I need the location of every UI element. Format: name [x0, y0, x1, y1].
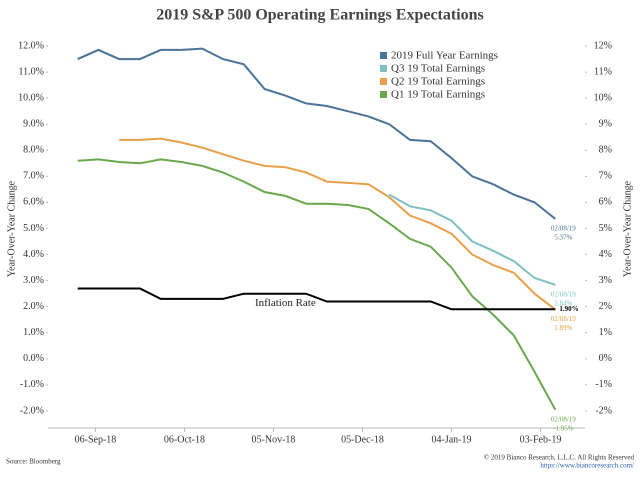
y-tick-label: 1.0% — [23, 327, 44, 338]
x-tick-label: 05-Dec-18 — [341, 434, 384, 445]
series-line — [77, 47, 556, 220]
legend-label: Q3 19 Total Earnings — [391, 63, 485, 75]
end-date-label: 02/08/19 — [551, 415, 576, 423]
series-annotation: Inflation Rate — [255, 297, 316, 309]
url: https://www.biancoresearch.com/ — [540, 462, 634, 470]
legend-swatch — [380, 65, 387, 72]
x-tick-label: 03-Feb-19 — [520, 434, 562, 445]
legend-swatch — [380, 78, 387, 85]
y-tick-label: 4.0% — [23, 249, 44, 260]
legend-label: Q2 19 Total Earnings — [391, 76, 485, 88]
y-axis-title: Year-Over-Year Change — [6, 180, 17, 277]
value-label: 2.84% — [554, 299, 572, 307]
y-tick-label: 6.0% — [23, 197, 44, 208]
y2-tick-label: 11% — [594, 66, 612, 77]
value-label: 1.90% — [559, 305, 578, 313]
end-date-label: 02/08/19 — [551, 315, 576, 323]
y2-tick-label: 5% — [599, 223, 612, 234]
y2-tick-label: 2% — [599, 301, 612, 312]
legend-swatch — [380, 52, 387, 59]
x-tick-label: 04-Jan-19 — [431, 434, 471, 445]
value-label: -1.95% — [553, 424, 574, 432]
y2-tick-label: 12% — [594, 40, 612, 51]
value-label: 5.37% — [554, 233, 572, 241]
end-date-label: 02/08/19 — [551, 290, 576, 298]
x-tick-label: 06-Oct-18 — [164, 434, 205, 445]
end-date-label: 02/08/19 — [551, 224, 576, 232]
series-line — [388, 193, 556, 286]
source: Source: Bloomberg — [6, 458, 61, 466]
y2-tick-label: -2% — [595, 405, 612, 416]
y2-tick-label: 9% — [599, 119, 612, 130]
series-line — [119, 137, 556, 311]
y-tick-label: 9.0% — [23, 119, 44, 130]
y-tick-label: -1.0% — [20, 379, 44, 390]
legend-label: Q1 19 Total Earnings — [391, 89, 485, 101]
y-tick-label: 7.0% — [23, 171, 44, 182]
series-line — [77, 158, 557, 411]
y2-tick-label: 6% — [599, 197, 612, 208]
y2-tick-label: 8% — [599, 145, 612, 156]
y-tick-label: 11.0% — [19, 66, 44, 77]
y2-tick-label: -1% — [595, 379, 612, 390]
y-tick-label: -2.0% — [20, 405, 44, 416]
y2-axis-title: Year-Over-Year Change — [622, 180, 633, 277]
y2-tick-label: 0% — [599, 353, 612, 364]
y-tick-label: 3.0% — [23, 275, 44, 286]
legend-swatch — [380, 91, 387, 98]
x-tick-label: 05-Nov-18 — [252, 434, 296, 445]
y2-tick-label: 7% — [599, 171, 612, 182]
value-label: 1.89% — [554, 324, 572, 332]
y2-tick-label: 4% — [599, 249, 612, 260]
y-tick-label: 5.0% — [23, 223, 44, 234]
y-tick-label: 12.0% — [18, 40, 44, 51]
y-tick-label: 0.0% — [23, 353, 44, 364]
legend-label: 2019 Full Year Earnings — [391, 50, 498, 62]
copyright: © 2019 Bianco Research, L.L.C. All Right… — [484, 454, 635, 462]
y-tick-label: 10.0% — [18, 92, 44, 103]
x-tick-label: 06-Sep-18 — [75, 434, 117, 445]
y2-tick-label: 3% — [599, 275, 612, 286]
y2-tick-label: 10% — [594, 92, 612, 103]
series-line — [77, 287, 556, 311]
chart-title: 2019 S&P 500 Operating Earnings Expectat… — [156, 7, 484, 24]
y-tick-label: 2.0% — [23, 301, 44, 312]
y2-tick-label: 1% — [599, 327, 612, 338]
y-tick-label: 8.0% — [23, 145, 44, 156]
